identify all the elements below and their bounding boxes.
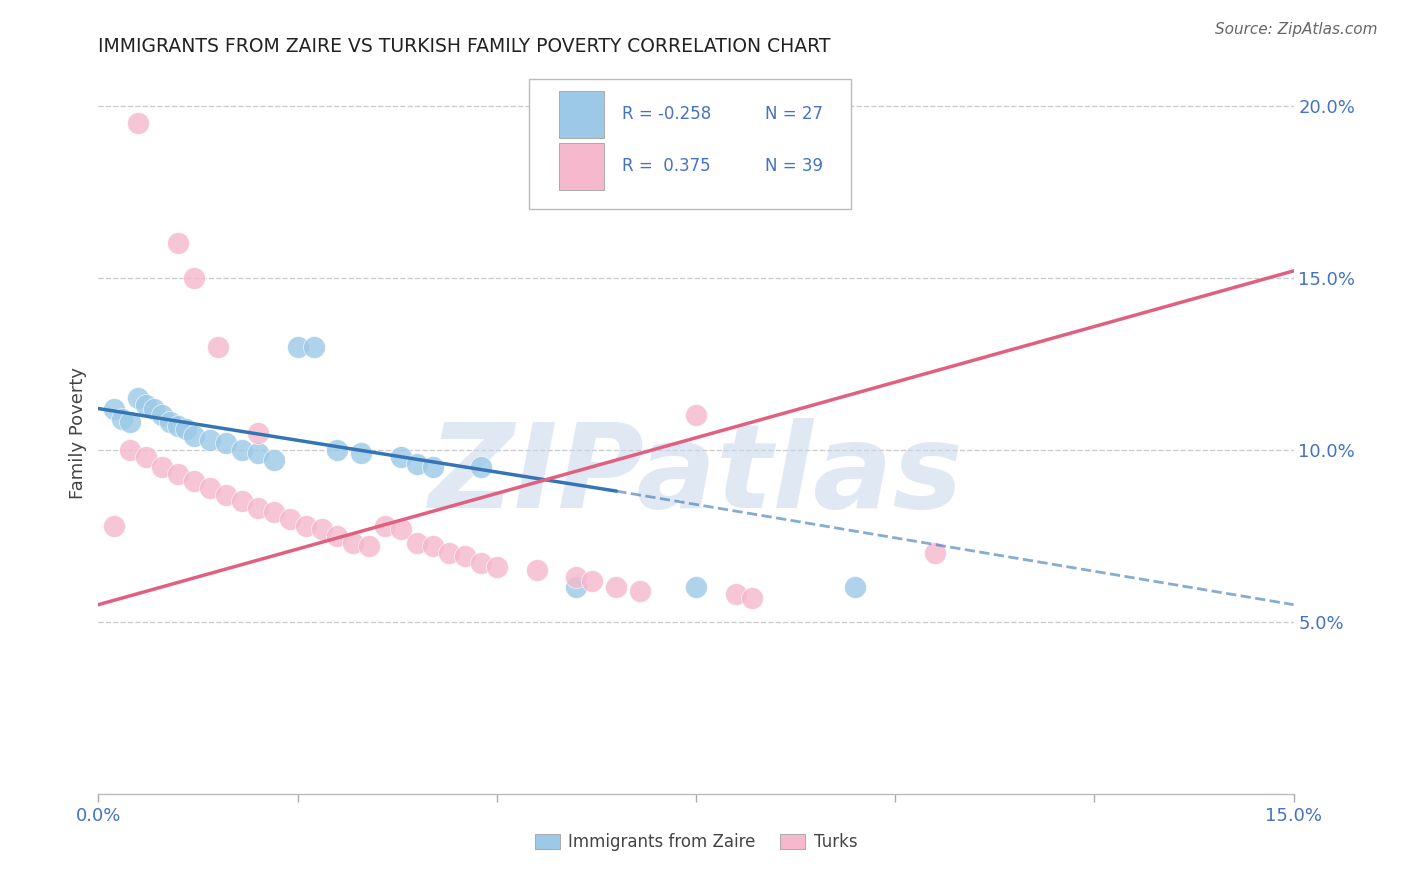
Point bbox=[311, 522, 333, 536]
Point bbox=[120, 415, 142, 429]
Point bbox=[143, 401, 166, 416]
Point bbox=[470, 557, 492, 571]
Point bbox=[231, 442, 253, 457]
Point bbox=[103, 401, 125, 416]
Text: R = -0.258: R = -0.258 bbox=[621, 105, 711, 123]
Point bbox=[127, 116, 149, 130]
Point bbox=[581, 574, 603, 588]
FancyBboxPatch shape bbox=[558, 91, 605, 138]
Point bbox=[342, 535, 364, 549]
FancyBboxPatch shape bbox=[529, 78, 852, 209]
Point bbox=[246, 425, 269, 440]
Point bbox=[350, 446, 373, 460]
Point bbox=[167, 236, 190, 251]
Point bbox=[485, 559, 508, 574]
Point bbox=[159, 415, 181, 429]
Point bbox=[628, 583, 651, 598]
Point bbox=[150, 409, 173, 423]
Point bbox=[287, 340, 309, 354]
Point bbox=[183, 474, 205, 488]
Point bbox=[207, 340, 229, 354]
Point bbox=[389, 450, 412, 464]
Point bbox=[526, 563, 548, 577]
Point bbox=[183, 270, 205, 285]
Point bbox=[685, 409, 707, 423]
Point bbox=[183, 429, 205, 443]
Point bbox=[605, 581, 627, 595]
Point bbox=[844, 581, 866, 595]
Text: ZIPatlas: ZIPatlas bbox=[429, 418, 963, 533]
Point bbox=[454, 549, 477, 564]
Point bbox=[167, 418, 190, 433]
Point bbox=[374, 518, 396, 533]
Text: Source: ZipAtlas.com: Source: ZipAtlas.com bbox=[1215, 22, 1378, 37]
Point bbox=[302, 340, 325, 354]
Point bbox=[741, 591, 763, 605]
Point bbox=[422, 460, 444, 475]
Point bbox=[198, 481, 221, 495]
Point bbox=[120, 442, 142, 457]
Point bbox=[174, 422, 197, 436]
Point bbox=[326, 529, 349, 543]
Point bbox=[263, 505, 285, 519]
Point bbox=[422, 539, 444, 553]
Point bbox=[437, 546, 460, 560]
Point bbox=[278, 511, 301, 525]
Point bbox=[135, 398, 157, 412]
Point bbox=[246, 501, 269, 516]
Point bbox=[359, 539, 381, 553]
FancyBboxPatch shape bbox=[558, 143, 605, 190]
Point bbox=[326, 442, 349, 457]
Point bbox=[724, 587, 747, 601]
Text: IMMIGRANTS FROM ZAIRE VS TURKISH FAMILY POVERTY CORRELATION CHART: IMMIGRANTS FROM ZAIRE VS TURKISH FAMILY … bbox=[98, 37, 831, 56]
Point bbox=[198, 433, 221, 447]
Point bbox=[111, 412, 134, 426]
Point bbox=[389, 522, 412, 536]
Point bbox=[924, 546, 946, 560]
Text: R =  0.375: R = 0.375 bbox=[621, 157, 710, 176]
Point bbox=[231, 494, 253, 508]
Point bbox=[565, 581, 588, 595]
Point bbox=[294, 518, 316, 533]
Point bbox=[406, 535, 429, 549]
Point bbox=[127, 391, 149, 405]
Point bbox=[685, 581, 707, 595]
Point bbox=[215, 436, 238, 450]
Point bbox=[103, 518, 125, 533]
Point bbox=[215, 487, 238, 501]
Point bbox=[470, 460, 492, 475]
Point bbox=[263, 453, 285, 467]
Point bbox=[167, 467, 190, 481]
Point bbox=[565, 570, 588, 584]
Legend: Immigrants from Zaire, Turks: Immigrants from Zaire, Turks bbox=[529, 827, 863, 858]
Point bbox=[135, 450, 157, 464]
Point bbox=[246, 446, 269, 460]
Y-axis label: Family Poverty: Family Poverty bbox=[69, 367, 87, 499]
Text: N = 27: N = 27 bbox=[765, 105, 824, 123]
Text: N = 39: N = 39 bbox=[765, 157, 824, 176]
Point bbox=[150, 460, 173, 475]
Point bbox=[406, 457, 429, 471]
